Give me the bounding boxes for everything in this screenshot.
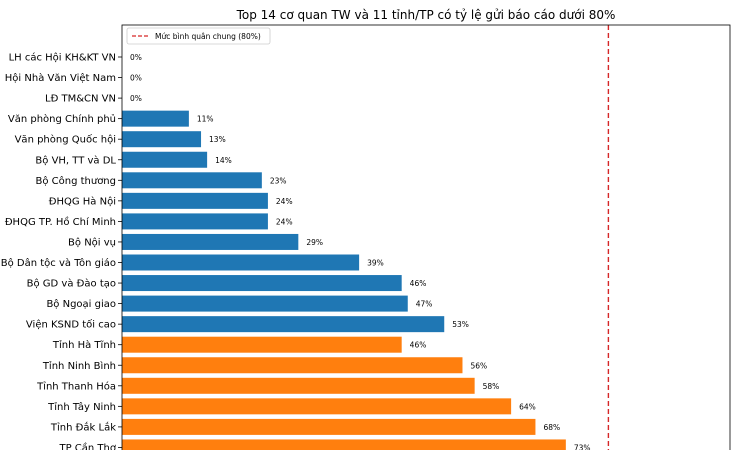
y-tick-label: Bộ Dân tộc và Tôn giáo [1,257,116,269]
y-tick-label: LĐ TM&CN VN [45,94,116,105]
data-label: 73% [574,443,591,450]
y-tick-label: Văn phòng Chính phủ [8,113,116,125]
y-tick-label: Bộ Nội vụ [68,236,116,248]
legend-box [126,27,271,45]
data-label: 24% [276,197,293,206]
data-label: 39% [367,259,384,268]
data-label: 0% [130,53,142,62]
data-label: 11% [197,115,214,124]
data-label: 53% [452,320,469,329]
y-tick-label: Bộ GD và Đào tạo [27,278,116,290]
bar [122,377,475,394]
data-label: 64% [519,402,536,411]
data-label: 0% [130,74,142,83]
data-label: 24% [276,217,293,226]
y-tick-label: Bộ Ngoại giao [46,298,116,310]
bar [122,172,262,189]
bar [122,316,445,333]
bar [122,398,512,415]
data-label: 47% [416,300,433,309]
data-label: 0% [130,94,142,103]
bar [122,233,299,250]
y-tick-label: Bộ Công thương [35,175,116,187]
data-label: 56% [470,361,487,370]
data-label: 29% [306,238,323,247]
data-label: 58% [483,382,500,391]
bar [122,439,566,454]
y-tick-label: Viện KSND tối cao [26,319,116,331]
bar [122,418,536,435]
bar [122,336,402,353]
y-tick-label: Văn phòng Quốc hội [15,134,116,146]
data-label: 23% [270,176,287,185]
y-tick-label: Hội Nhà Văn Việt Nam [5,72,116,84]
y-tick-label: Tỉnh Hà Tĩnh [52,339,116,351]
bar [122,357,463,374]
legend: Mức bình quân chung (80%) [126,27,271,45]
data-label: 13% [209,135,226,144]
y-tick-label: ĐHQG TP. Hồ Chí Minh [5,216,116,228]
bar [122,254,360,271]
y-tick-label: TP Cần Thơ [58,442,116,450]
y-tick-label: ĐHQG Hà Nội [49,195,116,207]
bar [122,110,189,127]
data-label: 46% [410,279,427,288]
y-tick-label: Tỉnh Tây Ninh [47,401,116,413]
y-tick-label: Tỉnh Thanh Hóa [36,380,116,392]
chart-title: Top 14 cơ quan TW và 11 tỉnh/TP có tỷ lệ… [236,8,616,22]
y-tick-label: Tỉnh Đắk Lắk [50,420,116,433]
data-label: 46% [410,341,427,350]
y-tick-label: Tỉnh Ninh Bình [42,360,116,372]
bar [122,131,202,148]
data-label: 14% [215,156,232,165]
y-tick-label: LH các Hội KH&KT VN [9,52,116,64]
legend-label: Mức bình quân chung (80%) [155,32,261,41]
bars-layer: LH các Hội KH&KT VN 0% Hội Nhà Văn Việt Na… [1,52,591,454]
y-tick-label: Bộ VH, TT và DL [35,154,116,166]
data-label: 68% [543,423,560,432]
bar [122,213,268,230]
bar [122,151,208,168]
bar [122,275,402,292]
plot-frame [121,24,731,454]
bar [122,295,408,312]
bar [122,192,268,209]
